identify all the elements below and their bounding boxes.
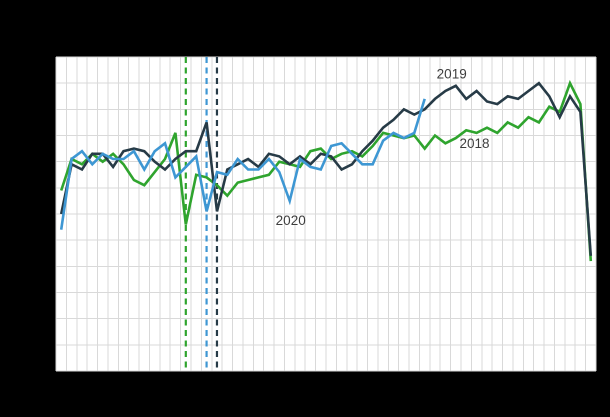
gridlines [55,56,597,372]
series-line-2020 [59,98,426,230]
series-label-2019: 2019 [437,67,467,82]
series-label-2018: 2018 [459,136,489,151]
series-label-2020: 2020 [276,213,306,228]
